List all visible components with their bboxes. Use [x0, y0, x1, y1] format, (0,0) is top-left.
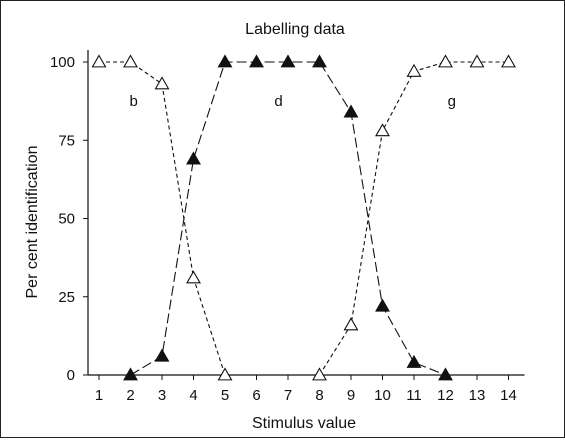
x-tick-label: 1: [95, 387, 103, 404]
x-tick-label: 8: [315, 387, 323, 404]
x-tick-label: 14: [500, 387, 517, 404]
x-tick-label: 10: [374, 387, 391, 404]
open-triangle-marker: [375, 123, 390, 137]
x-tick-label: 9: [347, 387, 355, 404]
x-tick-label: 2: [126, 387, 134, 404]
region-label-g: g: [448, 93, 456, 110]
y-tick-label: 50: [58, 211, 75, 228]
filled-triangle-marker: [123, 367, 138, 381]
x-tick-label: 3: [158, 387, 166, 404]
filled-triangle-marker: [438, 367, 453, 381]
x-axis-label: Stimulus value: [252, 415, 356, 432]
open-triangle-marker: [501, 54, 516, 68]
y-tick-label: 25: [58, 289, 75, 306]
x-tick-label: 13: [469, 387, 486, 404]
region-label-b: b: [129, 93, 137, 110]
open-triangle-marker: [469, 54, 485, 68]
y-tick-label: 0: [67, 367, 75, 384]
x-tick-label: 4: [189, 387, 197, 404]
x-tick-label: 5: [221, 387, 229, 404]
filled-triangle-marker: [343, 104, 359, 118]
open-triangle-marker: [217, 367, 233, 381]
filled-triangle-marker: [154, 348, 170, 362]
filled-triangle-marker: [217, 54, 233, 68]
open-triangle-marker: [123, 54, 138, 68]
filled-triangle-marker: [280, 54, 296, 68]
filled-triangle-marker: [406, 354, 422, 368]
open-triangle-marker: [343, 317, 359, 331]
open-triangle-marker: [186, 270, 201, 284]
x-tick-label: 12: [437, 387, 454, 404]
filled-triangle-marker: [249, 54, 264, 68]
open-triangle-marker: [406, 63, 422, 77]
series-markers: [91, 54, 516, 381]
x-tick-label: 11: [406, 387, 422, 404]
open-triangle-marker: [154, 76, 170, 90]
open-triangle-marker: [438, 54, 453, 68]
x-tick-label: 7: [284, 387, 292, 404]
open-triangle-marker: [312, 367, 327, 381]
open-triangle-marker: [91, 54, 107, 68]
filled-triangle-marker: [312, 54, 327, 68]
x-tick-label: 6: [252, 387, 260, 404]
region-label-d: d: [274, 93, 282, 110]
y-axis-label: Per cent identification: [24, 146, 41, 299]
chart-title: Labelling data: [245, 21, 345, 38]
series-line-1: [99, 61, 226, 376]
filled-triangle-marker: [186, 151, 201, 165]
y-tick-label: 100: [50, 54, 75, 71]
filled-triangle-marker: [375, 298, 390, 312]
y-tick-label: 75: [58, 132, 75, 149]
